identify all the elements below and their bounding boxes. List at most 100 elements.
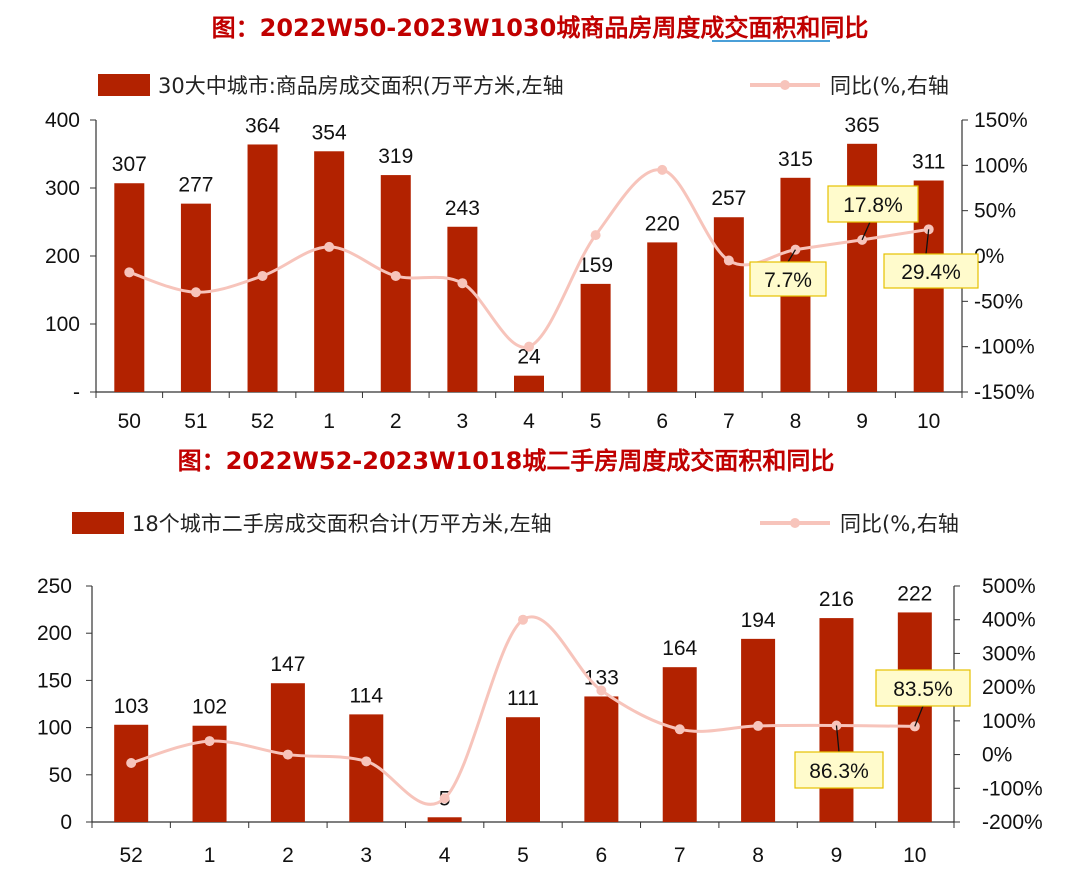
bar-data-label: 159 <box>578 254 613 277</box>
bar-data-label: 257 <box>711 187 746 210</box>
y-left-tick-label: 250 <box>37 575 72 598</box>
y-right-tick-label: 300% <box>982 642 1036 665</box>
callout-box <box>749 261 827 297</box>
bar-data-label: 114 <box>350 684 384 707</box>
y-left-tick-label: 0 <box>60 811 72 834</box>
y-left-tick-label: 150 <box>37 669 72 692</box>
y-right-tick-label: 0% <box>974 245 1004 268</box>
y-right-tick-label: -50% <box>974 290 1023 313</box>
y-right-tick-label: 0% <box>982 744 1012 767</box>
bar <box>114 183 145 392</box>
x-tick-label: 2 <box>390 410 402 433</box>
x-tick-label: 7 <box>723 410 735 433</box>
legend-bar-label: 30大中城市:商品房成交面积(万平方米,左轴 <box>158 74 564 98</box>
chart-1: 图：2022W50-2023W1030城商品房周度成交面积和同比 30大中城市:… <box>45 14 1035 433</box>
y-right-tick-label: 150% <box>974 109 1028 132</box>
yoy-line <box>128 168 929 349</box>
callout-label: 7.7% <box>764 269 812 292</box>
yoy-point <box>596 685 607 696</box>
chart-1-title: 图：2022W50-2023W1030城商品房周度成交面积和同比 <box>212 14 869 42</box>
x-tick-label: 1 <box>204 844 216 867</box>
y-right-tick-label: 200% <box>982 676 1036 699</box>
yoy-point <box>390 270 401 281</box>
yoy-point <box>753 720 764 731</box>
x-tick-label: 3 <box>360 844 372 867</box>
bar-data-label: 311 <box>912 151 945 174</box>
x-tick-label: 4 <box>523 410 535 433</box>
x-tick-label: 8 <box>790 410 802 433</box>
yoy-point <box>723 255 734 266</box>
bar <box>380 175 411 392</box>
callout-box <box>883 253 979 289</box>
bar <box>506 717 540 822</box>
bar <box>514 375 544 392</box>
callout-leader <box>925 229 930 255</box>
legend-bar-swatch <box>98 74 150 96</box>
bar-data-label: 315 <box>778 148 813 171</box>
x-tick-label: 50 <box>118 410 141 433</box>
callout-label: 29.4% <box>901 261 961 284</box>
yoy-point <box>190 287 201 298</box>
x-tick-label: 7 <box>674 844 686 867</box>
bar <box>819 618 854 822</box>
x-tick-label: 52 <box>251 410 274 433</box>
bar <box>847 143 878 392</box>
y-left-tick-label: 100 <box>45 313 80 336</box>
yoy-point <box>282 749 293 760</box>
bar-data-label: 24 <box>517 346 541 369</box>
legend-bar-swatch <box>72 512 124 534</box>
y-right-tick-label: 50% <box>974 200 1016 223</box>
callout-box <box>827 185 919 223</box>
yoy-point <box>524 341 534 352</box>
y-left-tick-label: 200 <box>45 245 80 268</box>
x-tick-label: 3 <box>457 410 469 433</box>
chart-2-legend: 18个城市二手房成交面积合计(万平方米,左轴 同比(%,右轴 <box>72 512 959 536</box>
y-right-tick-label: -100% <box>974 336 1035 359</box>
callout-label: 86.3% <box>809 760 869 783</box>
y-left-tick-label: 100 <box>37 717 72 740</box>
yoy-point <box>257 270 268 281</box>
yoy-point <box>126 758 137 768</box>
callout-box <box>875 669 971 707</box>
x-tick-label: 1 <box>323 410 335 433</box>
legend-line-marker <box>780 80 790 90</box>
yoy-point <box>361 756 372 767</box>
yoy-point <box>657 164 668 175</box>
x-tick-label: 6 <box>596 844 608 867</box>
bar-data-label: 319 <box>378 145 413 168</box>
x-tick-label: 9 <box>856 410 868 433</box>
callout-label: 17.8% <box>843 194 903 217</box>
yoy-point <box>324 241 335 252</box>
x-tick-label: 2 <box>282 844 294 867</box>
yoy-point <box>124 267 135 278</box>
bar-data-label: 147 <box>270 653 305 676</box>
callout-leader <box>835 725 840 753</box>
bar <box>180 203 211 392</box>
bar-data-label: 103 <box>114 695 149 718</box>
bar <box>314 151 345 392</box>
x-tick-label: 6 <box>656 410 668 433</box>
callout-leader <box>914 705 924 727</box>
x-tick-label: 5 <box>517 844 529 867</box>
callout-box <box>794 751 884 789</box>
bar-data-label: 243 <box>445 197 480 220</box>
yoy-point <box>439 793 450 804</box>
callout-leader <box>787 249 797 263</box>
x-tick-label: 9 <box>831 844 843 867</box>
yoy-point <box>204 736 215 747</box>
y-right-tick-label: 500% <box>982 575 1036 598</box>
y-left-tick-label: 200 <box>37 622 72 645</box>
chart-2-plot: 0 50 100 150 200 250 -200% -100% 0% 100% 200% 300% 4… <box>37 575 1043 867</box>
x-tick-label: 10 <box>917 410 940 433</box>
yoy-point <box>457 278 468 289</box>
bar <box>647 242 678 392</box>
bar <box>713 217 744 392</box>
bar <box>580 283 611 392</box>
bar <box>897 612 932 822</box>
bar <box>247 144 278 392</box>
x-tick-label: 8 <box>752 844 764 867</box>
y-right-tick-label: -100% <box>982 777 1043 800</box>
yoy-point <box>674 724 685 735</box>
x-tick-label: 51 <box>184 410 207 433</box>
